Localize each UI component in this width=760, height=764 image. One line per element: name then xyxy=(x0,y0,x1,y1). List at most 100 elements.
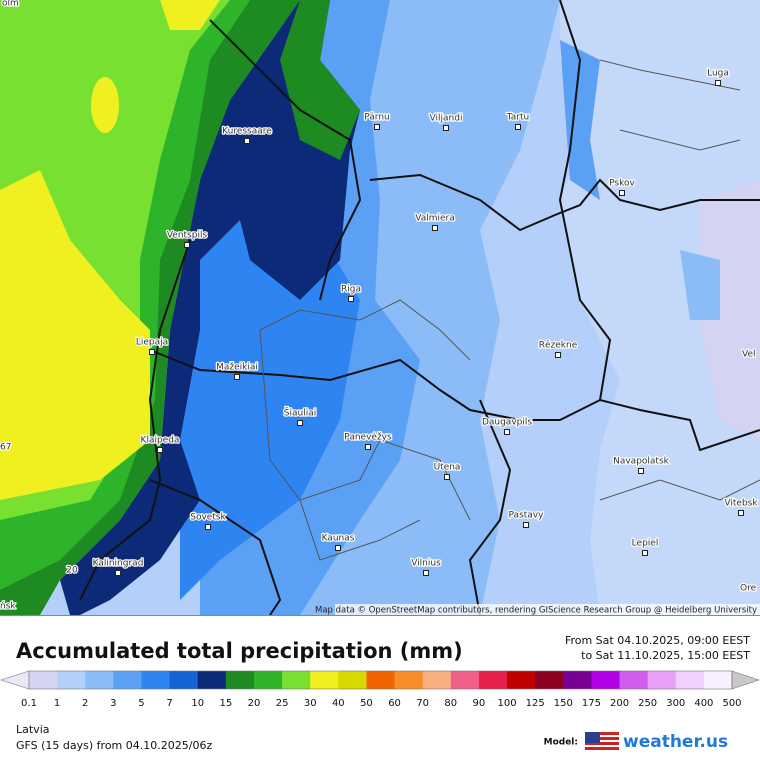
legend-tick-label: 300 xyxy=(666,698,685,709)
city-label: Tartu xyxy=(506,113,529,123)
city-label: Navapolatsk xyxy=(613,457,670,467)
city-label: Vilnius xyxy=(411,559,441,569)
legend-tick-label: 15 xyxy=(219,698,232,709)
legend-tick-label: 125 xyxy=(526,698,545,709)
legend-tick-label: 2 xyxy=(82,698,88,709)
city-marker xyxy=(297,420,303,426)
city-label: Vitebsk xyxy=(724,499,758,509)
city-label: Lepiel xyxy=(632,539,659,549)
border xyxy=(468,399,512,616)
legend-arrow-high xyxy=(731,670,760,690)
city-marker xyxy=(738,510,744,516)
city-marker xyxy=(234,374,240,380)
legend-swatch xyxy=(85,671,114,689)
attribution: Map data © OpenStreetMap contributors, r… xyxy=(315,606,757,616)
city-label: Panevėžys xyxy=(344,433,392,443)
city-marker xyxy=(115,570,121,576)
legend-tick-label: 50 xyxy=(360,698,373,709)
city-marker xyxy=(555,352,561,358)
legend-tick-label: 90 xyxy=(473,698,486,709)
legend-tick-label: 400 xyxy=(694,698,713,709)
partial-label: Ore xyxy=(740,584,757,594)
legend-tick-label: 250 xyxy=(638,698,657,709)
city-marker xyxy=(374,124,380,130)
city-label: Pärnu xyxy=(364,113,390,123)
legend-swatch xyxy=(113,671,142,689)
city-label: Kaliningrad xyxy=(93,559,144,569)
legend-tick-label: 10 xyxy=(191,698,204,709)
legend-tick-label: 150 xyxy=(554,698,573,709)
legend-swatch xyxy=(310,671,339,689)
city-label: Liepaja xyxy=(136,338,168,348)
legend-tick-label: 200 xyxy=(610,698,629,709)
legend-tick-label: 60 xyxy=(388,698,401,709)
city-marker xyxy=(423,570,429,576)
city-marker xyxy=(157,447,163,453)
city-marker xyxy=(432,225,438,231)
city-label: Ventspils xyxy=(167,231,208,241)
city-marker xyxy=(515,124,521,130)
city-label: Sovetsk xyxy=(190,513,226,523)
region: Latvia xyxy=(16,723,50,736)
city-label: Daugavpils xyxy=(482,418,532,428)
period-to: to Sat 11.10.2025, 15:00 EEST xyxy=(581,649,750,662)
legend-frame xyxy=(28,670,733,690)
city-marker xyxy=(244,138,250,144)
precipitation-map: Kuressaare Pärnu Viljandi Tartu Luga Pskov Val… xyxy=(0,0,760,616)
legend-tick-label: 5 xyxy=(138,698,144,709)
city-label: Valmiera xyxy=(415,214,455,224)
border xyxy=(558,0,612,401)
city-label: Pskov xyxy=(609,179,635,189)
city-marker xyxy=(365,444,371,450)
border xyxy=(149,349,760,452)
legend-tick-label: 7 xyxy=(166,698,172,709)
legend-swatch xyxy=(57,671,86,689)
coast xyxy=(209,19,362,301)
partial-label: 20 xyxy=(66,566,78,576)
city-label: Rēzekne xyxy=(539,341,578,351)
legend-swatch xyxy=(535,671,564,689)
legend-tick-label: 80 xyxy=(444,698,457,709)
legend-tick-label: 20 xyxy=(248,698,261,709)
legend-tick-label: 500 xyxy=(722,698,741,709)
legend-swatch xyxy=(394,671,424,689)
legend-swatch xyxy=(29,671,58,689)
legend-tick-label: 0.1 xyxy=(21,698,37,709)
legend-swatch xyxy=(422,671,452,689)
legend-tick-label: 3 xyxy=(110,698,116,709)
city-marker xyxy=(205,524,211,530)
city-label: Klaipeda xyxy=(141,436,180,446)
legend-swatch xyxy=(703,671,733,689)
legend-swatch xyxy=(169,671,199,689)
us-flag xyxy=(585,732,619,752)
border xyxy=(369,173,760,232)
city-label: Utena xyxy=(434,463,461,473)
legend-tick-label: 175 xyxy=(582,698,601,709)
legend-tick-label: 25 xyxy=(276,698,289,709)
city-marker xyxy=(715,80,721,86)
city-marker xyxy=(443,125,449,131)
legend-swatch xyxy=(225,671,255,689)
legend: 0.1 1 2 3 5 7 10 15 20 25 30 40 50 60 70 80 90 100 125 150 1… xyxy=(0,670,760,709)
legend-swatch xyxy=(366,671,396,689)
city-marker xyxy=(149,349,155,355)
legend-swatch xyxy=(675,671,705,689)
legend-swatch xyxy=(647,671,677,689)
model-label: Model: xyxy=(544,738,578,748)
city-marker xyxy=(184,242,190,248)
city-label: Viljandi xyxy=(430,114,463,124)
legend-swatch xyxy=(253,671,283,689)
legend-tick-label: 100 xyxy=(497,698,516,709)
legend-tick-label: 70 xyxy=(416,698,429,709)
brand[interactable]: weather.us xyxy=(623,732,728,752)
legend-swatch xyxy=(197,671,227,689)
city-marker xyxy=(619,190,625,196)
city-label: Mažeikiai xyxy=(216,363,258,373)
coast xyxy=(79,239,191,601)
legend-swatch xyxy=(507,671,536,689)
city-label: Kaunas xyxy=(322,534,355,544)
subdivision xyxy=(259,299,471,561)
city-marker xyxy=(444,474,450,480)
city-label: Šiauliai xyxy=(284,407,316,419)
